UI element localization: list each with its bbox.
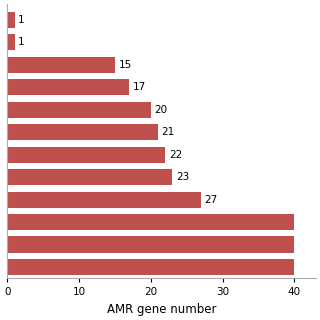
Text: 20: 20	[155, 105, 168, 115]
Bar	[7, 12, 15, 28]
Text: 17: 17	[133, 82, 146, 92]
Bar	[7, 34, 15, 51]
X-axis label: AMR gene number: AMR gene number	[107, 303, 216, 316]
Text: 15: 15	[119, 60, 132, 70]
Bar	[7, 57, 115, 73]
Bar	[7, 124, 158, 140]
Text: 21: 21	[162, 127, 175, 137]
Bar	[7, 236, 294, 252]
Text: 22: 22	[169, 150, 182, 160]
Bar	[7, 259, 294, 275]
Text: 1: 1	[18, 37, 25, 47]
Bar	[7, 79, 129, 95]
Bar	[7, 147, 165, 163]
Bar	[7, 214, 294, 230]
Bar	[7, 192, 201, 208]
Bar	[7, 102, 151, 118]
Bar	[7, 169, 172, 185]
Text: 1: 1	[18, 15, 25, 25]
Text: 27: 27	[205, 195, 218, 204]
Text: 23: 23	[176, 172, 189, 182]
